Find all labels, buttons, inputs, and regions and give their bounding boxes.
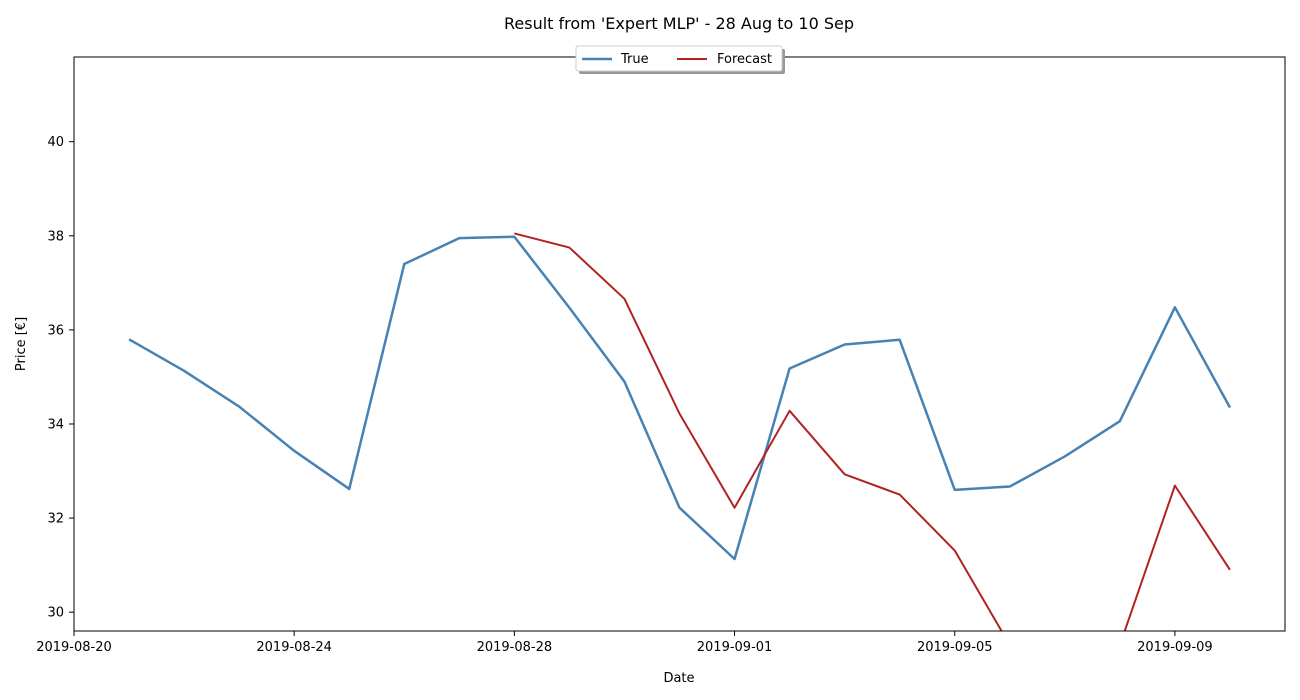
x-axis-label: Date [663,671,694,686]
plot-area [74,57,1285,631]
series-layer [128,232,1232,631]
y-tick-label: 30 [47,606,64,621]
y-tick-label: 36 [47,323,64,338]
x-tick-label: 2019-09-01 [697,640,773,655]
x-axis-ticks: 2019-08-20 2019-08-24 2019-08-28 2019-09-01… [36,631,1213,655]
series-line-forecast [514,232,1231,631]
y-tick-label: 40 [47,135,64,150]
x-tick-label: 2019-08-24 [256,640,332,655]
x-tick-label: 2019-08-28 [477,640,553,655]
x-tick-label: 2019-09-09 [1137,640,1213,655]
y-axis-label: Price [€] [14,317,29,371]
y-axis-ticks: 30 32 34 36 38 40 [47,135,74,621]
x-tick-label: 2019-09-05 [917,640,993,655]
legend: True Forecast [575,45,785,74]
y-tick-label: 32 [47,512,64,527]
y-tick-label: 38 [47,229,64,244]
x-tick-label: 2019-08-20 [36,640,112,655]
chart-title: Result from 'Expert MLP' - 28 Aug to 10 … [504,14,854,33]
legend-label-forecast: Forecast [717,52,772,67]
legend-label-true: True [620,52,649,67]
y-tick-label: 34 [47,417,64,432]
